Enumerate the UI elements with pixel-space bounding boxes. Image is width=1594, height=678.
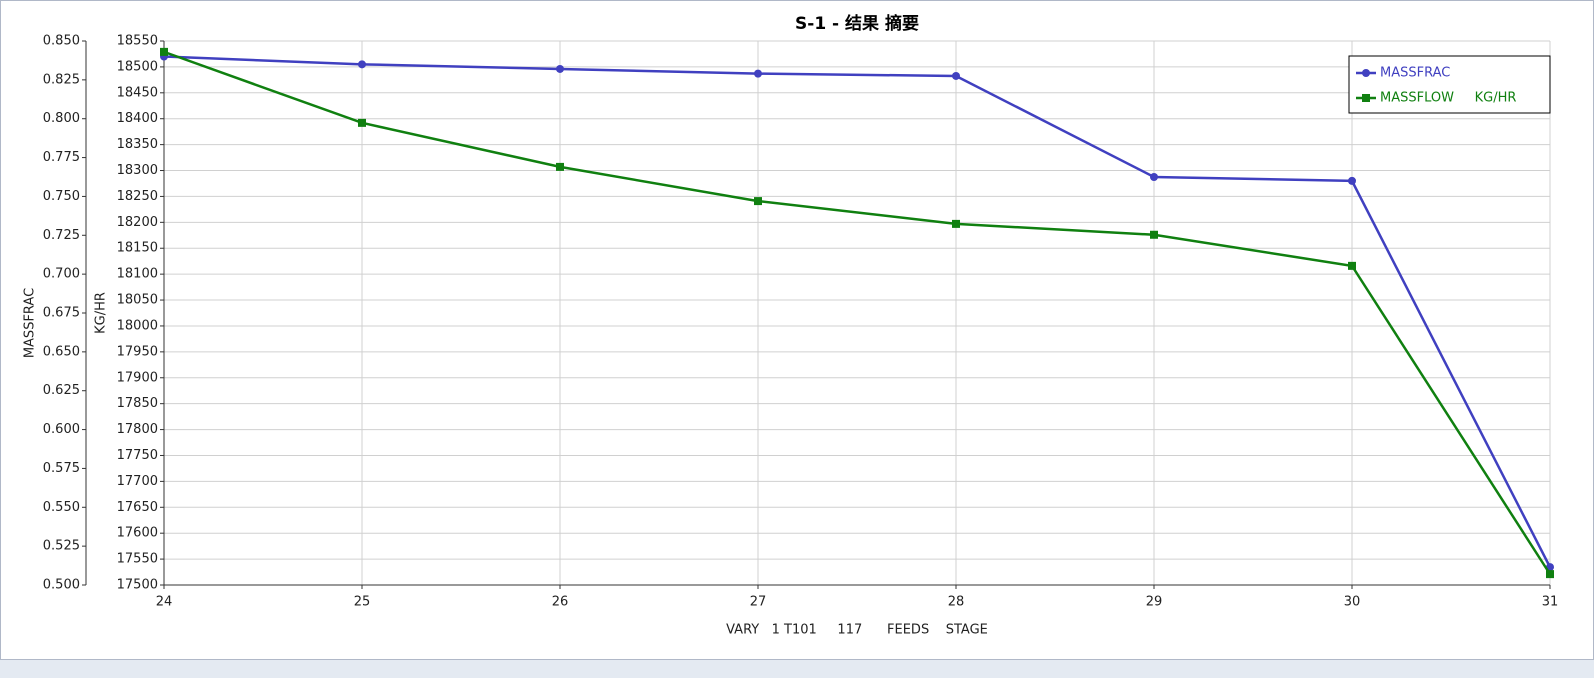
y-tick-label: 0.500	[43, 578, 80, 593]
chart-title: S-1 - 结果 摘要	[795, 13, 919, 34]
y-tick-label: 0.700	[43, 267, 80, 282]
legend-label: MASSFRAC	[1380, 66, 1450, 81]
x-tick-label: 25	[354, 595, 371, 610]
y2-tick-label: 18000	[117, 318, 158, 333]
y-tick-label: 0.550	[43, 500, 80, 515]
x-tick-label: 29	[1146, 595, 1163, 610]
y-tick-label: 0.825	[43, 72, 80, 87]
y2-tick-label: 18250	[117, 189, 158, 204]
x-tick-label: 31	[1542, 595, 1559, 610]
y2-tick-label: 18400	[117, 111, 158, 126]
y2-tick-label: 17700	[117, 474, 158, 489]
y2-tick-label: 17550	[117, 552, 158, 567]
y2-tick-label: 18300	[117, 163, 158, 178]
point	[1150, 173, 1158, 181]
point	[358, 118, 366, 127]
point	[1150, 230, 1158, 239]
point	[1348, 261, 1356, 270]
y-tick-label: 0.575	[43, 461, 80, 476]
y2-tick-label: 18150	[117, 241, 158, 256]
point	[952, 71, 960, 80]
point	[952, 219, 960, 228]
x-tick-label: 30	[1344, 595, 1361, 610]
point	[556, 64, 564, 73]
y2-tick-label: 18450	[117, 85, 158, 100]
y-tick-label: 0.600	[43, 422, 80, 437]
legend-label: MASSFLOW KG/HR	[1380, 91, 1516, 106]
y2-tick-label: 17900	[117, 370, 158, 385]
legend-swatch	[1362, 69, 1370, 77]
y2-tick-label: 18500	[117, 59, 158, 74]
point	[1546, 570, 1554, 579]
legend-swatch	[1362, 94, 1370, 102]
y2-tick-label: 18050	[117, 293, 158, 308]
y-axis-label: MASSFRAC	[23, 288, 38, 358]
y-tick-label: 0.625	[43, 383, 80, 398]
y-tick-label: 0.675	[43, 306, 80, 321]
y-tick-label: 0.725	[43, 228, 80, 243]
y-tick-label: 0.750	[43, 189, 80, 204]
point	[1348, 176, 1356, 185]
point	[160, 47, 168, 56]
x-tick-label: 26	[552, 595, 569, 610]
frame	[0, 0, 1594, 660]
y2-tick-label: 17850	[117, 396, 158, 411]
x-tick-label: 27	[750, 595, 767, 610]
y2-tick-label: 17500	[117, 578, 158, 593]
y2-tick-label: 17600	[117, 526, 158, 541]
x-tick-label: 24	[156, 595, 173, 610]
y2-tick-label: 18350	[117, 137, 158, 152]
y-tick-label: 0.850	[43, 34, 80, 49]
y2-tick-label: 18200	[117, 215, 158, 230]
y2-axis-label: KG/HR	[94, 292, 109, 334]
y-tick-label: 0.800	[43, 111, 80, 126]
legend-box	[1348, 55, 1551, 114]
status-strip	[0, 660, 1594, 678]
x-axis-label: VARY 1 T101 117 FEEDS STAGE	[726, 623, 988, 638]
y2-tick-label: 18100	[117, 267, 158, 282]
x-tick-label: 28	[948, 595, 965, 610]
point	[754, 197, 762, 206]
y-tick-label: 0.525	[43, 539, 80, 554]
y2-tick-label: 17650	[117, 500, 158, 515]
y2-tick-label: 17800	[117, 422, 158, 437]
y-tick-label: 0.775	[43, 150, 80, 165]
y2-tick-label: 18550	[117, 34, 158, 49]
point	[358, 60, 366, 69]
y2-tick-label: 17950	[117, 344, 158, 359]
series-line	[163, 55, 1552, 568]
y2-tick-label: 17750	[117, 448, 158, 463]
series-line	[163, 50, 1552, 575]
point	[556, 162, 564, 171]
y-tick-label: 0.650	[43, 344, 80, 359]
point	[754, 69, 762, 78]
